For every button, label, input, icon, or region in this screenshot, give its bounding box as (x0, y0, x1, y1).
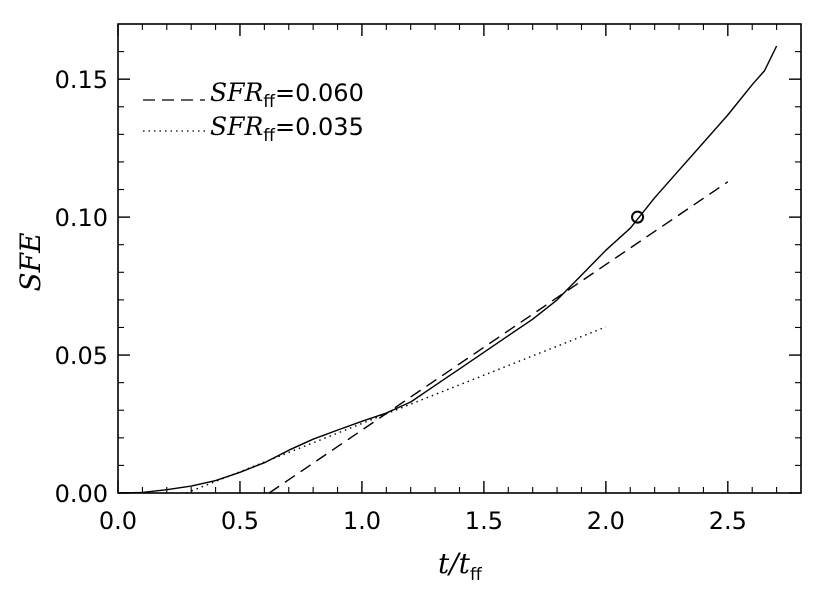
x-tick-label: 0.0 (99, 507, 137, 535)
series-line-solid (117, 45, 778, 494)
y-tick-label: 0.15 (55, 66, 108, 94)
y-axis-label: SFE (14, 232, 47, 291)
y-tick-label: 0.10 (55, 204, 108, 232)
series-line-dashed (268, 181, 729, 494)
x-tick-label: 0.5 (221, 507, 259, 535)
series-group (117, 45, 778, 494)
legend-dashed-label: SFRff=0.060 (210, 78, 364, 112)
x-axis-label: t/tff (438, 547, 483, 585)
series-line-dotted (186, 326, 607, 494)
x-tick-label: 1.0 (343, 507, 381, 535)
legend: SFRff=0.060 SFRff=0.035 (143, 78, 364, 146)
x-tick-label: 2.0 (587, 507, 625, 535)
x-tick-label: 2.5 (709, 507, 747, 535)
y-tick-label: 0.00 (55, 480, 108, 508)
legend-dotted-label: SFRff=0.035 (210, 112, 364, 146)
marker-circle (631, 210, 645, 224)
axis-ticks (117, 24, 801, 494)
y-tick-label: 0.05 (55, 342, 108, 370)
tick-labels: 0.0 0.5 1.0 1.5 2.0 2.5 0.00 0.05 0.10 0.15 (55, 66, 747, 535)
x-tick-label: 1.5 (465, 507, 503, 535)
